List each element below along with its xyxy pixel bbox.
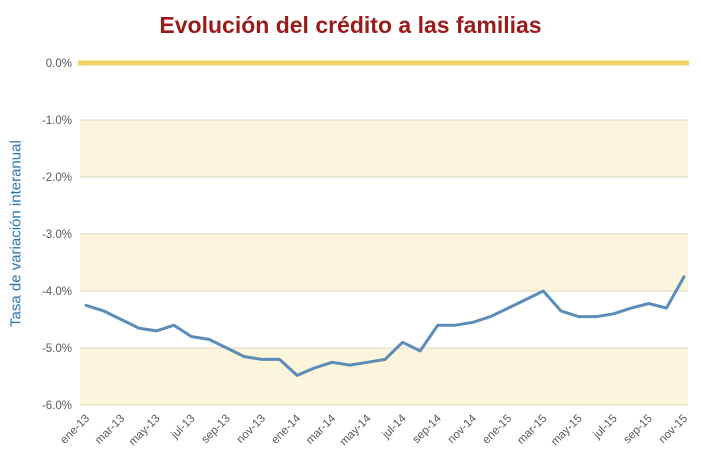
x-tick-label: jul-15: [591, 413, 620, 442]
chart-title: Evolución del crédito a las familias: [159, 12, 542, 38]
x-tick-label: mar-15: [515, 413, 549, 447]
y-tick-label: 0.0%: [46, 58, 72, 70]
x-tick-label: jul-13: [169, 413, 198, 442]
x-tick-label: mar-14: [304, 412, 339, 447]
x-tick-label: nov-13: [235, 413, 268, 446]
x-tick-label: may-15: [549, 413, 585, 449]
plot-band: [80, 120, 688, 177]
x-tick-label: nov-15: [657, 413, 690, 446]
x-tick-label: jul-14: [380, 412, 410, 442]
plot-band: [80, 291, 688, 348]
x-tick-label: sep-13: [199, 413, 232, 446]
x-tick-label: ene-14: [269, 412, 303, 446]
y-tick-label: -5.0%: [42, 343, 72, 355]
plot-band: [80, 348, 688, 405]
x-tick-label: ene-13: [58, 413, 92, 447]
y-tick-label: -3.0%: [42, 229, 72, 241]
x-tick-label: sep-14: [411, 412, 445, 446]
y-tick-label: -1.0%: [42, 115, 72, 127]
x-tick-label: sep-15: [622, 413, 655, 446]
x-tick-label: mar-13: [93, 413, 127, 447]
x-tick-label: ene-15: [480, 413, 514, 447]
plot-band: [80, 234, 688, 291]
data-line: [84, 275, 686, 377]
x-tick-label: nov-14: [446, 412, 480, 446]
plot-band: [80, 177, 688, 234]
y-tick-label: -2.0%: [42, 172, 72, 184]
plot-band: [80, 63, 688, 120]
x-tick-label: may-14: [338, 412, 374, 448]
y-tick-label: -6.0%: [42, 400, 72, 412]
x-tick-label: may-13: [127, 413, 163, 449]
y-tick-label: -4.0%: [42, 286, 72, 298]
